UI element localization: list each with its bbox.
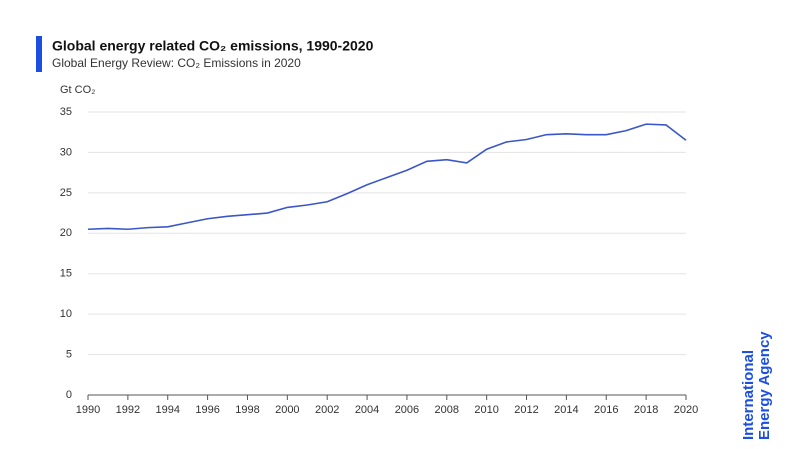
y-axis-label: Gt CO₂ (60, 84, 95, 96)
y-tick-label: 10 (60, 308, 72, 320)
x-tick-label: 1994 (155, 404, 179, 416)
x-tick-label: 1990 (76, 404, 100, 416)
logo-line: International (740, 350, 757, 440)
y-tick-label: 15 (60, 268, 72, 280)
x-tick-label: 1998 (235, 404, 259, 416)
chart-subtitle: Global Energy Review: CO₂ Emissions in 2… (52, 56, 301, 70)
logo: International Energy Agency (740, 331, 773, 440)
y-tick-label: 25 (60, 187, 72, 199)
y-tick-label: 20 (60, 227, 72, 239)
y-tick-label: 35 (60, 106, 72, 118)
x-tick-label: 1996 (195, 404, 219, 416)
x-tick-label: 2020 (674, 404, 698, 416)
x-tick-label: 2010 (474, 404, 498, 416)
y-tick-label: 30 (60, 146, 72, 158)
x-tick-label: 1992 (116, 404, 140, 416)
x-tick-label: 2006 (395, 404, 419, 416)
y-tick-label: 0 (66, 389, 72, 401)
logo-line: Energy Agency (756, 331, 773, 440)
x-tick-label: 2004 (355, 404, 379, 416)
x-tick-label: 2000 (275, 404, 299, 416)
x-tick-label: 2018 (634, 404, 658, 416)
x-tick-label: 2014 (554, 404, 578, 416)
x-tick-label: 2016 (594, 404, 618, 416)
chart-title: Global energy related CO₂ emissions, 199… (52, 38, 374, 54)
data-line (87, 123, 687, 231)
y-tick-label: 5 (66, 348, 72, 360)
x-tick-label: 2002 (315, 404, 339, 416)
x-tick-label: 2012 (514, 404, 538, 416)
x-tick-label: 2008 (435, 404, 459, 416)
title-bar (36, 36, 42, 72)
